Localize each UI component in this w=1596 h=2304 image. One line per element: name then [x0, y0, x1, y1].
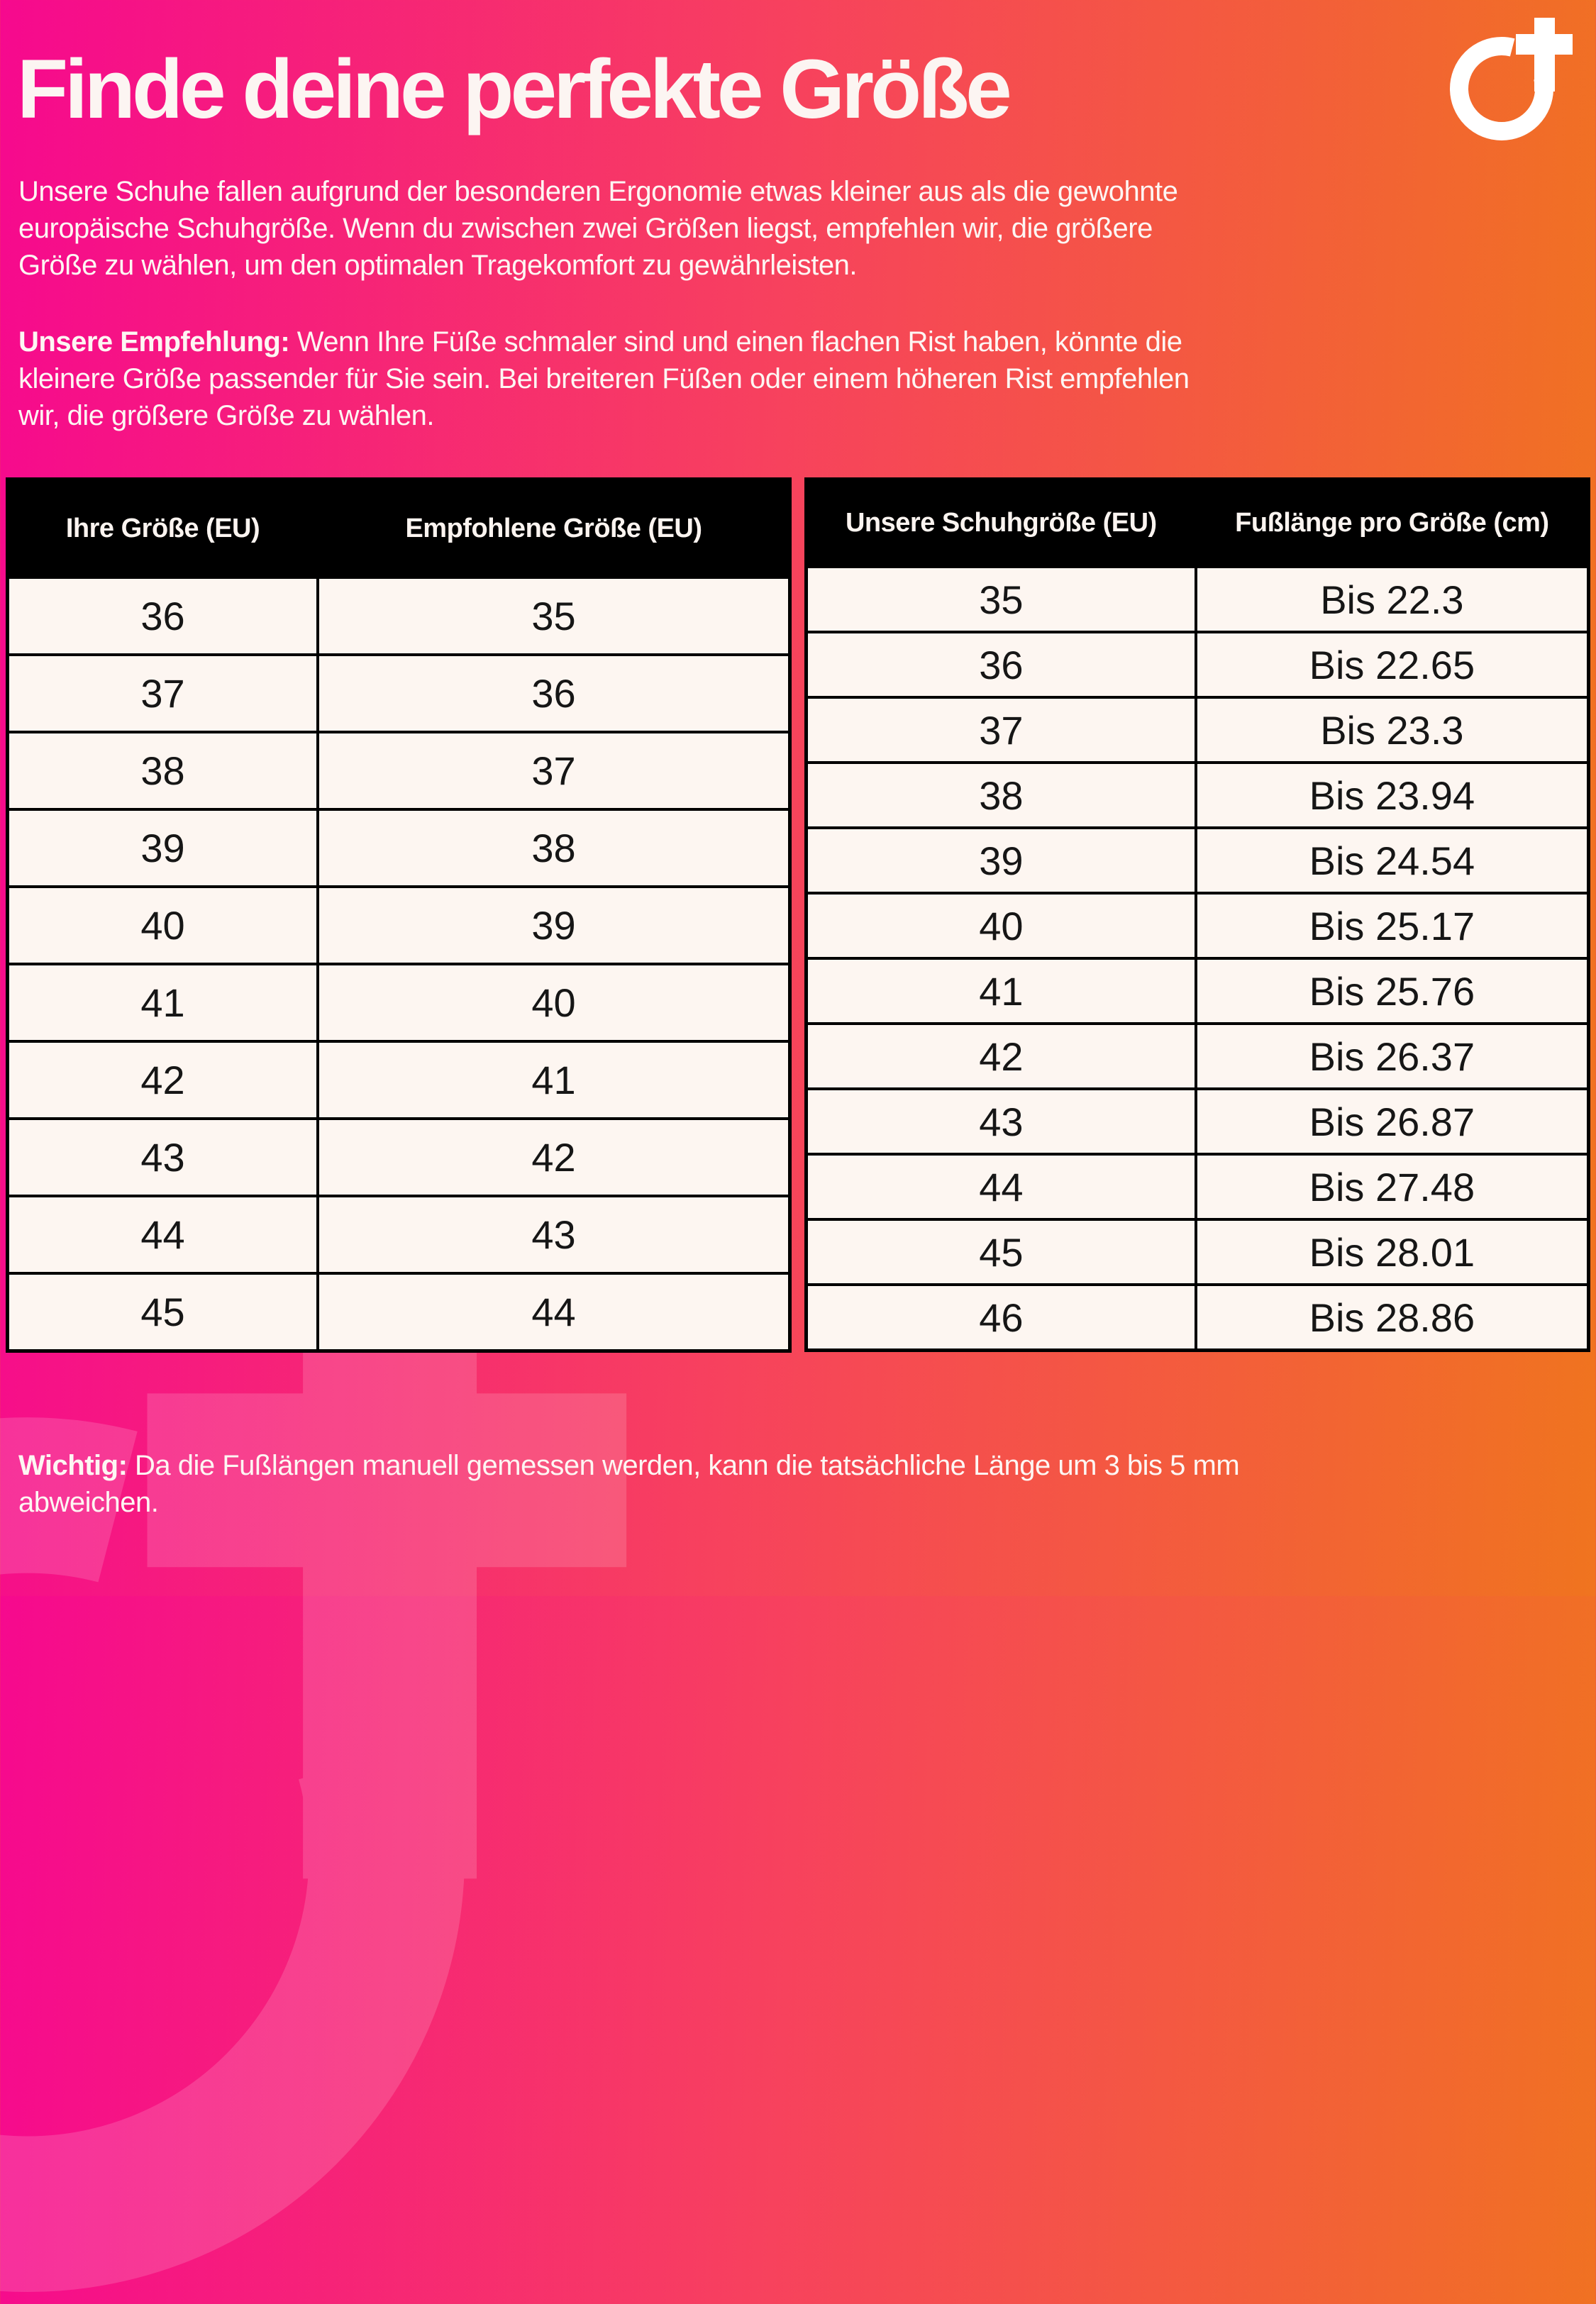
size-cell: 38 — [6, 731, 319, 811]
table-row: 44 43 — [6, 1195, 792, 1275]
table-row: 40 39 — [6, 885, 792, 965]
size-cell: 41 — [316, 1040, 792, 1120]
note-text: Da die Fußlängen manuell gemessen werden… — [18, 1450, 1240, 1518]
size-cell: Bis 22.65 — [1194, 631, 1590, 699]
table-row: 36 Bis 22.65 — [804, 631, 1590, 699]
size-cell: 40 — [6, 885, 319, 965]
size-cell: 40 — [804, 892, 1197, 960]
size-cell: Bis 28.01 — [1194, 1218, 1590, 1286]
size-cell: 36 — [316, 653, 792, 733]
table-row: 46 Bis 28.86 — [804, 1283, 1590, 1352]
size-cell: Bis 25.76 — [1194, 957, 1590, 1025]
column-header: Ihre Größe (EU) — [6, 477, 319, 579]
recommendation-label: Unsere Empfehlung: — [18, 326, 297, 358]
table-row: 40 Bis 25.17 — [804, 892, 1590, 960]
size-cell: 43 — [804, 1087, 1197, 1156]
table-header-row: Unsere Schuhgröße (EU) Fußlänge pro Größe… — [804, 477, 1590, 568]
size-cell: 37 — [316, 731, 792, 811]
table-row: 36 35 — [6, 576, 792, 656]
size-cell: Bis 25.17 — [1194, 892, 1590, 960]
size-cell: 39 — [804, 826, 1197, 895]
size-cell: 43 — [316, 1195, 792, 1275]
size-cell: 45 — [804, 1218, 1197, 1286]
size-cell: 37 — [6, 653, 319, 733]
size-cell: 44 — [6, 1195, 319, 1275]
page-title: Finde deine perfekte Größe — [17, 43, 1012, 136]
size-cell: Bis 22.3 — [1194, 565, 1590, 633]
size-cell: Bis 26.37 — [1194, 1022, 1590, 1090]
table-row: 42 Bis 26.37 — [804, 1022, 1590, 1090]
table-row: 45 44 — [6, 1272, 792, 1353]
foot-length-table: Unsere Schuhgröße (EU) Fußlänge pro Größe… — [804, 477, 1590, 1352]
size-cell: 41 — [6, 963, 319, 1043]
table-row: 41 40 — [6, 963, 792, 1043]
size-cell: 44 — [804, 1153, 1197, 1221]
table-row: 45 Bis 28.01 — [804, 1218, 1590, 1286]
brand-o-plus-logo-icon — [1450, 18, 1573, 140]
size-cell: 36 — [804, 631, 1197, 699]
table-header-row: Ihre Größe (EU) Empfohlene Größe (EU) — [6, 477, 792, 579]
size-cell: Bis 23.94 — [1194, 761, 1590, 829]
size-cell: 38 — [804, 761, 1197, 829]
size-cell: 41 — [804, 957, 1197, 1025]
table-row: 43 42 — [6, 1117, 792, 1197]
size-cell: 39 — [6, 808, 319, 888]
size-cell: 40 — [316, 963, 792, 1043]
table-row: 38 37 — [6, 731, 792, 811]
table-row: 38 Bis 23.94 — [804, 761, 1590, 829]
size-cell: 38 — [316, 808, 792, 888]
column-header: Fußlänge pro Größe (cm) — [1194, 477, 1590, 568]
size-cell: Bis 27.48 — [1194, 1153, 1590, 1221]
size-cell: Bis 26.87 — [1194, 1087, 1590, 1156]
table-row: 41 Bis 25.76 — [804, 957, 1590, 1025]
size-cell: 37 — [804, 696, 1197, 764]
size-cell: 42 — [804, 1022, 1197, 1090]
size-cell: 42 — [316, 1117, 792, 1197]
recommendation-text: Wenn Ihre Füße schmaler sind und einen f… — [18, 326, 1190, 431]
table-row: 39 38 — [6, 808, 792, 888]
column-header: Unsere Schuhgröße (EU) — [804, 477, 1197, 568]
size-cell: 35 — [316, 576, 792, 656]
size-cell: 45 — [6, 1272, 319, 1353]
brand-watermark-o-plus-icon — [0, 1256, 627, 2292]
table-row: 44 Bis 27.48 — [804, 1153, 1590, 1221]
size-cell: Bis 24.54 — [1194, 826, 1590, 895]
table-row: 35 Bis 22.3 — [804, 565, 1590, 633]
intro-paragraph: Unsere Schuhe fallen aufgrund der besond… — [18, 173, 1366, 284]
size-cell: 39 — [316, 885, 792, 965]
size-cell: 36 — [6, 576, 319, 656]
size-tables-area: Ihre Größe (EU) Empfohlene Größe (EU) 36 35… — [6, 477, 1590, 1353]
recommendation-paragraph: Unsere Empfehlung: Wenn Ihre Füße schmal… — [18, 323, 1366, 434]
table-row: 37 Bis 23.3 — [804, 696, 1590, 764]
table-row: 37 36 — [6, 653, 792, 733]
size-cell: 43 — [6, 1117, 319, 1197]
table-row: 42 41 — [6, 1040, 792, 1120]
size-conversion-table: Ihre Größe (EU) Empfohlene Größe (EU) 36 35… — [6, 477, 792, 1353]
size-cell: Bis 28.86 — [1194, 1283, 1590, 1352]
size-cell: 44 — [316, 1272, 792, 1353]
intro-text: Unsere Schuhe fallen aufgrund der besond… — [18, 176, 1178, 281]
size-cell: Bis 23.3 — [1194, 696, 1590, 764]
note-label: Wichtig: — [18, 1450, 135, 1481]
table-row: 39 Bis 24.54 — [804, 826, 1590, 895]
size-cell: 46 — [804, 1283, 1197, 1352]
size-cell: 35 — [804, 565, 1197, 633]
table-row: 43 Bis 26.87 — [804, 1087, 1590, 1156]
size-cell: 42 — [6, 1040, 319, 1120]
note-paragraph: Wichtig: Da die Fußlängen manuell gemess… — [18, 1447, 1366, 1521]
column-header: Empfohlene Größe (EU) — [316, 477, 792, 579]
